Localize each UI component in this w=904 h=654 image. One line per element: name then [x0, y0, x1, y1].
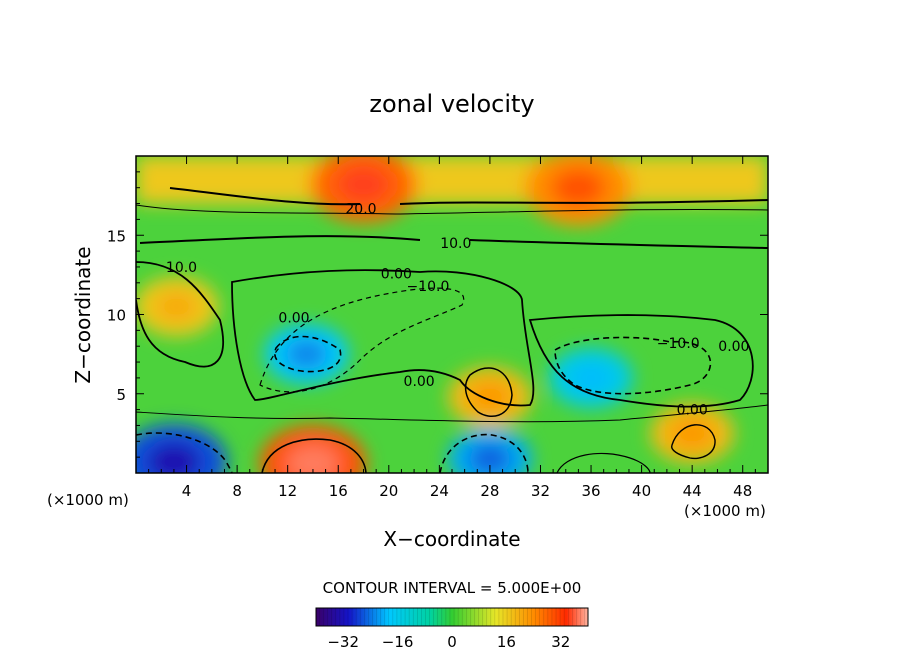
contour-label: −10.0	[407, 279, 450, 295]
colorbar-stripes	[319, 608, 585, 626]
contour-line	[554, 336, 712, 395]
colorbar-tick-label: −32	[327, 633, 359, 651]
y-axis-label: Z−coordinate	[71, 246, 95, 383]
contour-line	[136, 432, 233, 473]
contour-label: 0.00	[404, 374, 435, 390]
contour-line	[556, 452, 651, 473]
field-core	[671, 418, 714, 449]
contour-line	[231, 269, 535, 407]
x-tick-label: 32	[531, 482, 550, 500]
field-core	[468, 381, 511, 412]
contour-label: 20.0	[345, 201, 376, 217]
contour-label: −10.0	[657, 336, 700, 352]
x-tick-label: 16	[329, 482, 348, 500]
x-tick-label: 4	[182, 482, 192, 500]
contour-label: 0.00	[381, 266, 412, 282]
x-unit-left: (×1000 m)	[47, 491, 129, 509]
contour-line	[136, 404, 768, 423]
contour-line	[671, 424, 716, 460]
x-axis-label: X−coordinate	[383, 527, 520, 551]
contour-label: 0.00	[278, 311, 309, 327]
colorbar-tick-label: 0	[447, 633, 457, 651]
contour-line	[439, 433, 529, 473]
colorbar-gradient	[315, 607, 589, 627]
field-core	[285, 339, 328, 370]
colorbar-tick-label: −16	[382, 633, 414, 651]
contour-line	[464, 367, 513, 417]
contour-line	[136, 261, 224, 368]
colorbar: −32 −16 0 16 32	[315, 607, 589, 651]
x-tick-label: 28	[480, 482, 499, 500]
x-tick-label: 20	[379, 482, 398, 500]
y-tick-label: 15	[107, 227, 126, 245]
field-core	[286, 444, 340, 473]
y-tick-label: 10	[107, 307, 126, 325]
plot-area: 20.010.010.0 0.00−10.00.00−10.0 0.000.000.…	[136, 156, 768, 473]
x-tick-label: 8	[232, 482, 242, 500]
field-core	[570, 362, 613, 393]
y-tick-label: 5	[116, 386, 126, 404]
contour-label: 10.0	[166, 260, 197, 276]
x-tick-label: 24	[430, 482, 449, 500]
x-axis: 4 8 12 16 20 24 28 32 36 40 44 48	[148, 156, 756, 500]
field-core	[155, 291, 198, 322]
chart-title: zonal velocity	[369, 90, 534, 118]
colorbar-ticks: −32 −16 0 16 32	[327, 633, 570, 651]
contour-lines	[136, 187, 768, 473]
contour-labels: 20.010.010.0 0.00−10.00.00−10.0 0.000.000.…	[166, 201, 750, 418]
contour-line	[169, 187, 768, 206]
x-tick-label: 48	[733, 482, 752, 500]
x-unit-right: (×1000 m)	[684, 502, 766, 520]
contour-label: 10.0	[440, 236, 471, 252]
contour-label: 0.00	[718, 339, 749, 355]
x-tick-label: 12	[278, 482, 297, 500]
field-core	[147, 442, 201, 473]
contour-line	[259, 287, 465, 393]
contour-line	[139, 235, 768, 249]
contour-line	[528, 314, 754, 408]
contour-label: 0.00	[677, 403, 708, 419]
field-band	[136, 156, 768, 204]
x-tick-label: 44	[683, 482, 702, 500]
contour-interval-text: CONTOUR INTERVAL = 5.000E+00	[323, 579, 582, 597]
field-core	[551, 168, 606, 207]
colorbar-tick-label: 32	[551, 633, 570, 651]
x-tick-label: 40	[632, 482, 651, 500]
field-core	[336, 165, 391, 204]
contour-line	[274, 335, 342, 373]
contour-line	[136, 204, 768, 215]
y-axis: 5 10 15	[107, 171, 768, 458]
x-tick-label: 36	[581, 482, 600, 500]
contour-line	[261, 438, 367, 473]
field-core	[468, 443, 511, 473]
colorbar-tick-label: 16	[497, 633, 516, 651]
